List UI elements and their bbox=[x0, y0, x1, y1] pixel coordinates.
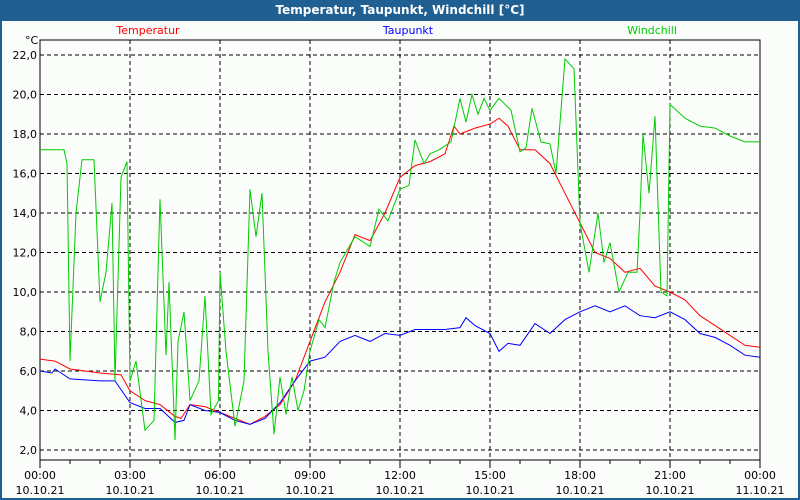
series-line-windchill bbox=[40, 57, 760, 441]
x-tick-date: 10.10.21 bbox=[376, 484, 425, 497]
y-tick-label: 10,0 bbox=[13, 286, 38, 299]
y-tick-label: 8,0 bbox=[20, 326, 38, 339]
x-tick-time: 18:00 bbox=[564, 469, 596, 482]
x-tick-time: 15:00 bbox=[474, 469, 506, 482]
x-tick-time: 00:00 bbox=[24, 469, 56, 482]
y-tick-label: 4,0 bbox=[20, 405, 38, 418]
y-tick-label: 22,0 bbox=[13, 49, 38, 62]
x-tick-date: 10.10.21 bbox=[16, 484, 65, 497]
x-tick-time: 12:00 bbox=[384, 469, 416, 482]
x-tick-time: 21:00 bbox=[654, 469, 686, 482]
legend-taupunkt: Taupunkt bbox=[382, 24, 434, 37]
x-tick-date: 10.10.21 bbox=[286, 484, 335, 497]
y-tick-label: 14,0 bbox=[13, 207, 38, 220]
x-tick-date: 11.10.21 bbox=[736, 484, 785, 497]
x-tick-date: 10.10.21 bbox=[646, 484, 695, 497]
series-line-temperatur bbox=[39, 117, 761, 425]
window-title: Temperatur, Taupunkt, Windchill [°C] bbox=[0, 0, 800, 21]
y-tick-label: 18,0 bbox=[13, 128, 38, 141]
x-tick-date: 10.10.21 bbox=[196, 484, 245, 497]
legend-windchill: Windchill bbox=[627, 24, 677, 37]
plot-frame bbox=[39, 39, 761, 461]
x-tick-time: 06:00 bbox=[204, 469, 236, 482]
y-tick-label: 12,0 bbox=[13, 247, 38, 260]
x-tick-time: 09:00 bbox=[294, 469, 326, 482]
y-axis-unit: °C bbox=[25, 34, 39, 47]
legend-temperatur: Temperatur bbox=[115, 24, 180, 37]
x-tick-date: 10.10.21 bbox=[556, 484, 605, 497]
x-tick-time: 03:00 bbox=[114, 469, 146, 482]
y-tick-label: 16,0 bbox=[13, 168, 38, 181]
x-tick-time: 00:00 bbox=[744, 469, 776, 482]
y-tick-label: 2,0 bbox=[20, 444, 38, 457]
x-tick-date: 10.10.21 bbox=[466, 484, 515, 497]
y-tick-label: 6,0 bbox=[20, 365, 38, 378]
y-tick-label: 20,0 bbox=[13, 89, 38, 102]
x-tick-date: 10.10.21 bbox=[106, 484, 155, 497]
series-line-taupunkt bbox=[39, 305, 761, 425]
